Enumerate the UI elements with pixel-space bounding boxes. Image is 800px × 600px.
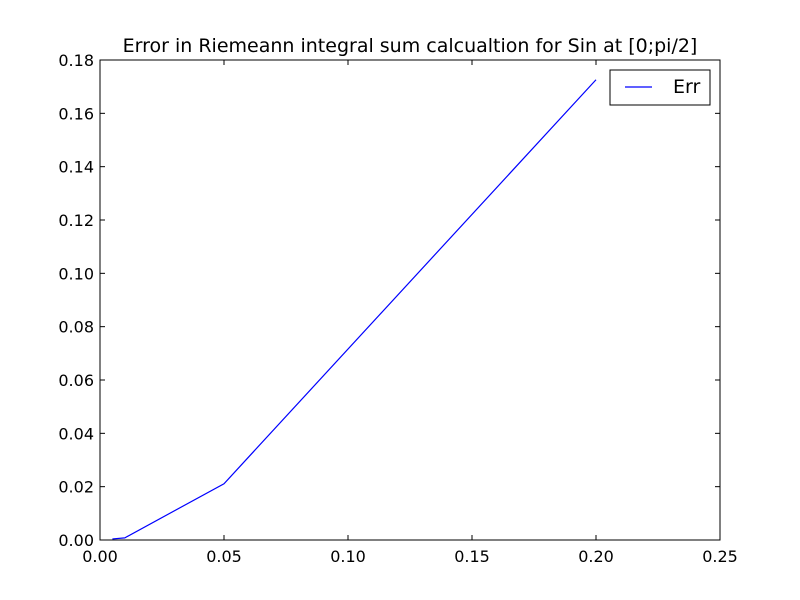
- plot-area: [99, 59, 721, 541]
- y-tick-label: 0.14: [58, 158, 94, 177]
- y-tick-label: 0.04: [58, 424, 94, 443]
- y-tick-label: 0.18: [58, 51, 94, 70]
- x-tick-label: 0.05: [206, 547, 242, 566]
- series-line-0: [112, 79, 597, 540]
- y-axis: 0.00 0.02 0.04 0.06 0.08 0.10 0.12 0.14 0.16 0.18: [58, 51, 720, 550]
- x-tick-label: 0.25: [702, 547, 738, 566]
- y-tick-label: 0.10: [58, 264, 94, 283]
- y-tick-label: 0.00: [58, 531, 94, 550]
- series-layer: [112, 79, 597, 540]
- y-tick-label: 0.06: [58, 371, 94, 390]
- legend-label: Err: [673, 76, 700, 98]
- y-tick-label: 0.08: [58, 318, 94, 337]
- y-tick-label: 0.12: [58, 211, 94, 230]
- x-tick-label: 0.20: [578, 547, 614, 566]
- y-tick-label: 0.02: [58, 478, 94, 497]
- y-tick-label: 0.16: [58, 104, 94, 123]
- x-axis: 0.00 0.05 0.10 0.15 0.20 0.25: [82, 60, 738, 566]
- legend-box: [609, 69, 711, 106]
- legend: Err: [609, 69, 711, 106]
- chart-title: Error in Riemeann integral sum calcualti…: [123, 35, 698, 57]
- x-tick-label: 0.00: [82, 547, 118, 566]
- x-tick-label: 0.15: [454, 547, 490, 566]
- x-tick-label: 0.10: [330, 547, 366, 566]
